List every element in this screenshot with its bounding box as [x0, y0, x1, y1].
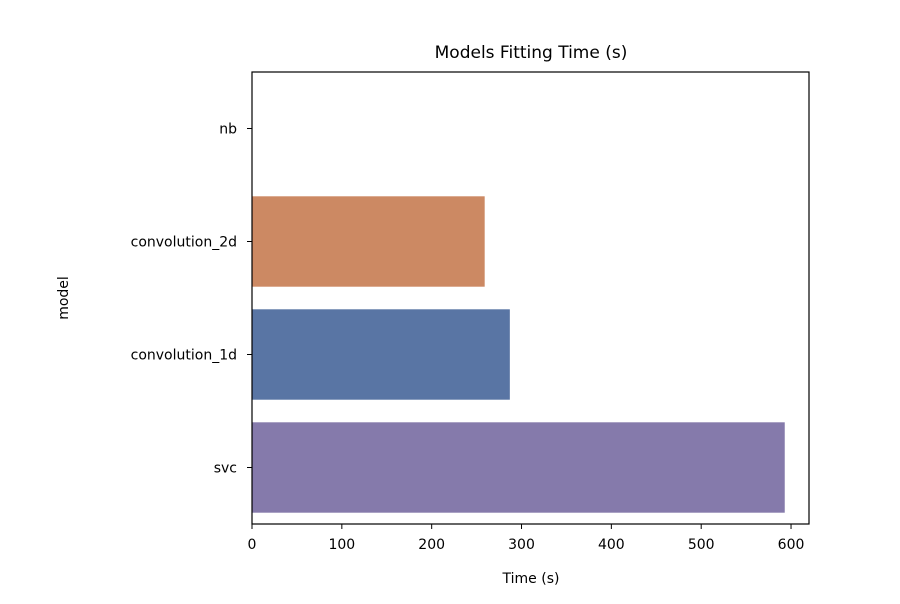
x-tick-label: 500	[688, 537, 715, 553]
y-tick-label: convolution_1d	[131, 348, 237, 364]
x-tick-label: 0	[248, 537, 257, 553]
x-tick-label: 400	[598, 537, 625, 553]
bars-layer	[252, 83, 785, 512]
x-tick-label: 200	[418, 537, 445, 553]
bar-convolution_2d	[252, 196, 485, 286]
y-tick-label: nb	[219, 122, 237, 138]
chart-title: Models Fitting Time (s)	[435, 43, 628, 63]
x-tick-label: 300	[508, 537, 535, 553]
x-axis-label: Time (s)	[502, 571, 560, 587]
y-tick-label: convolution_2d	[131, 235, 237, 251]
x-tick-label: 100	[328, 537, 355, 553]
y-axis-label: model	[56, 276, 72, 320]
y-tick-label: svc	[214, 461, 237, 477]
bar-svc	[252, 422, 785, 512]
x-axis-ticks: 0 100 200 300 400 500 600	[248, 524, 805, 553]
x-tick-label: 600	[778, 537, 805, 553]
bar-convolution_1d	[252, 309, 510, 399]
